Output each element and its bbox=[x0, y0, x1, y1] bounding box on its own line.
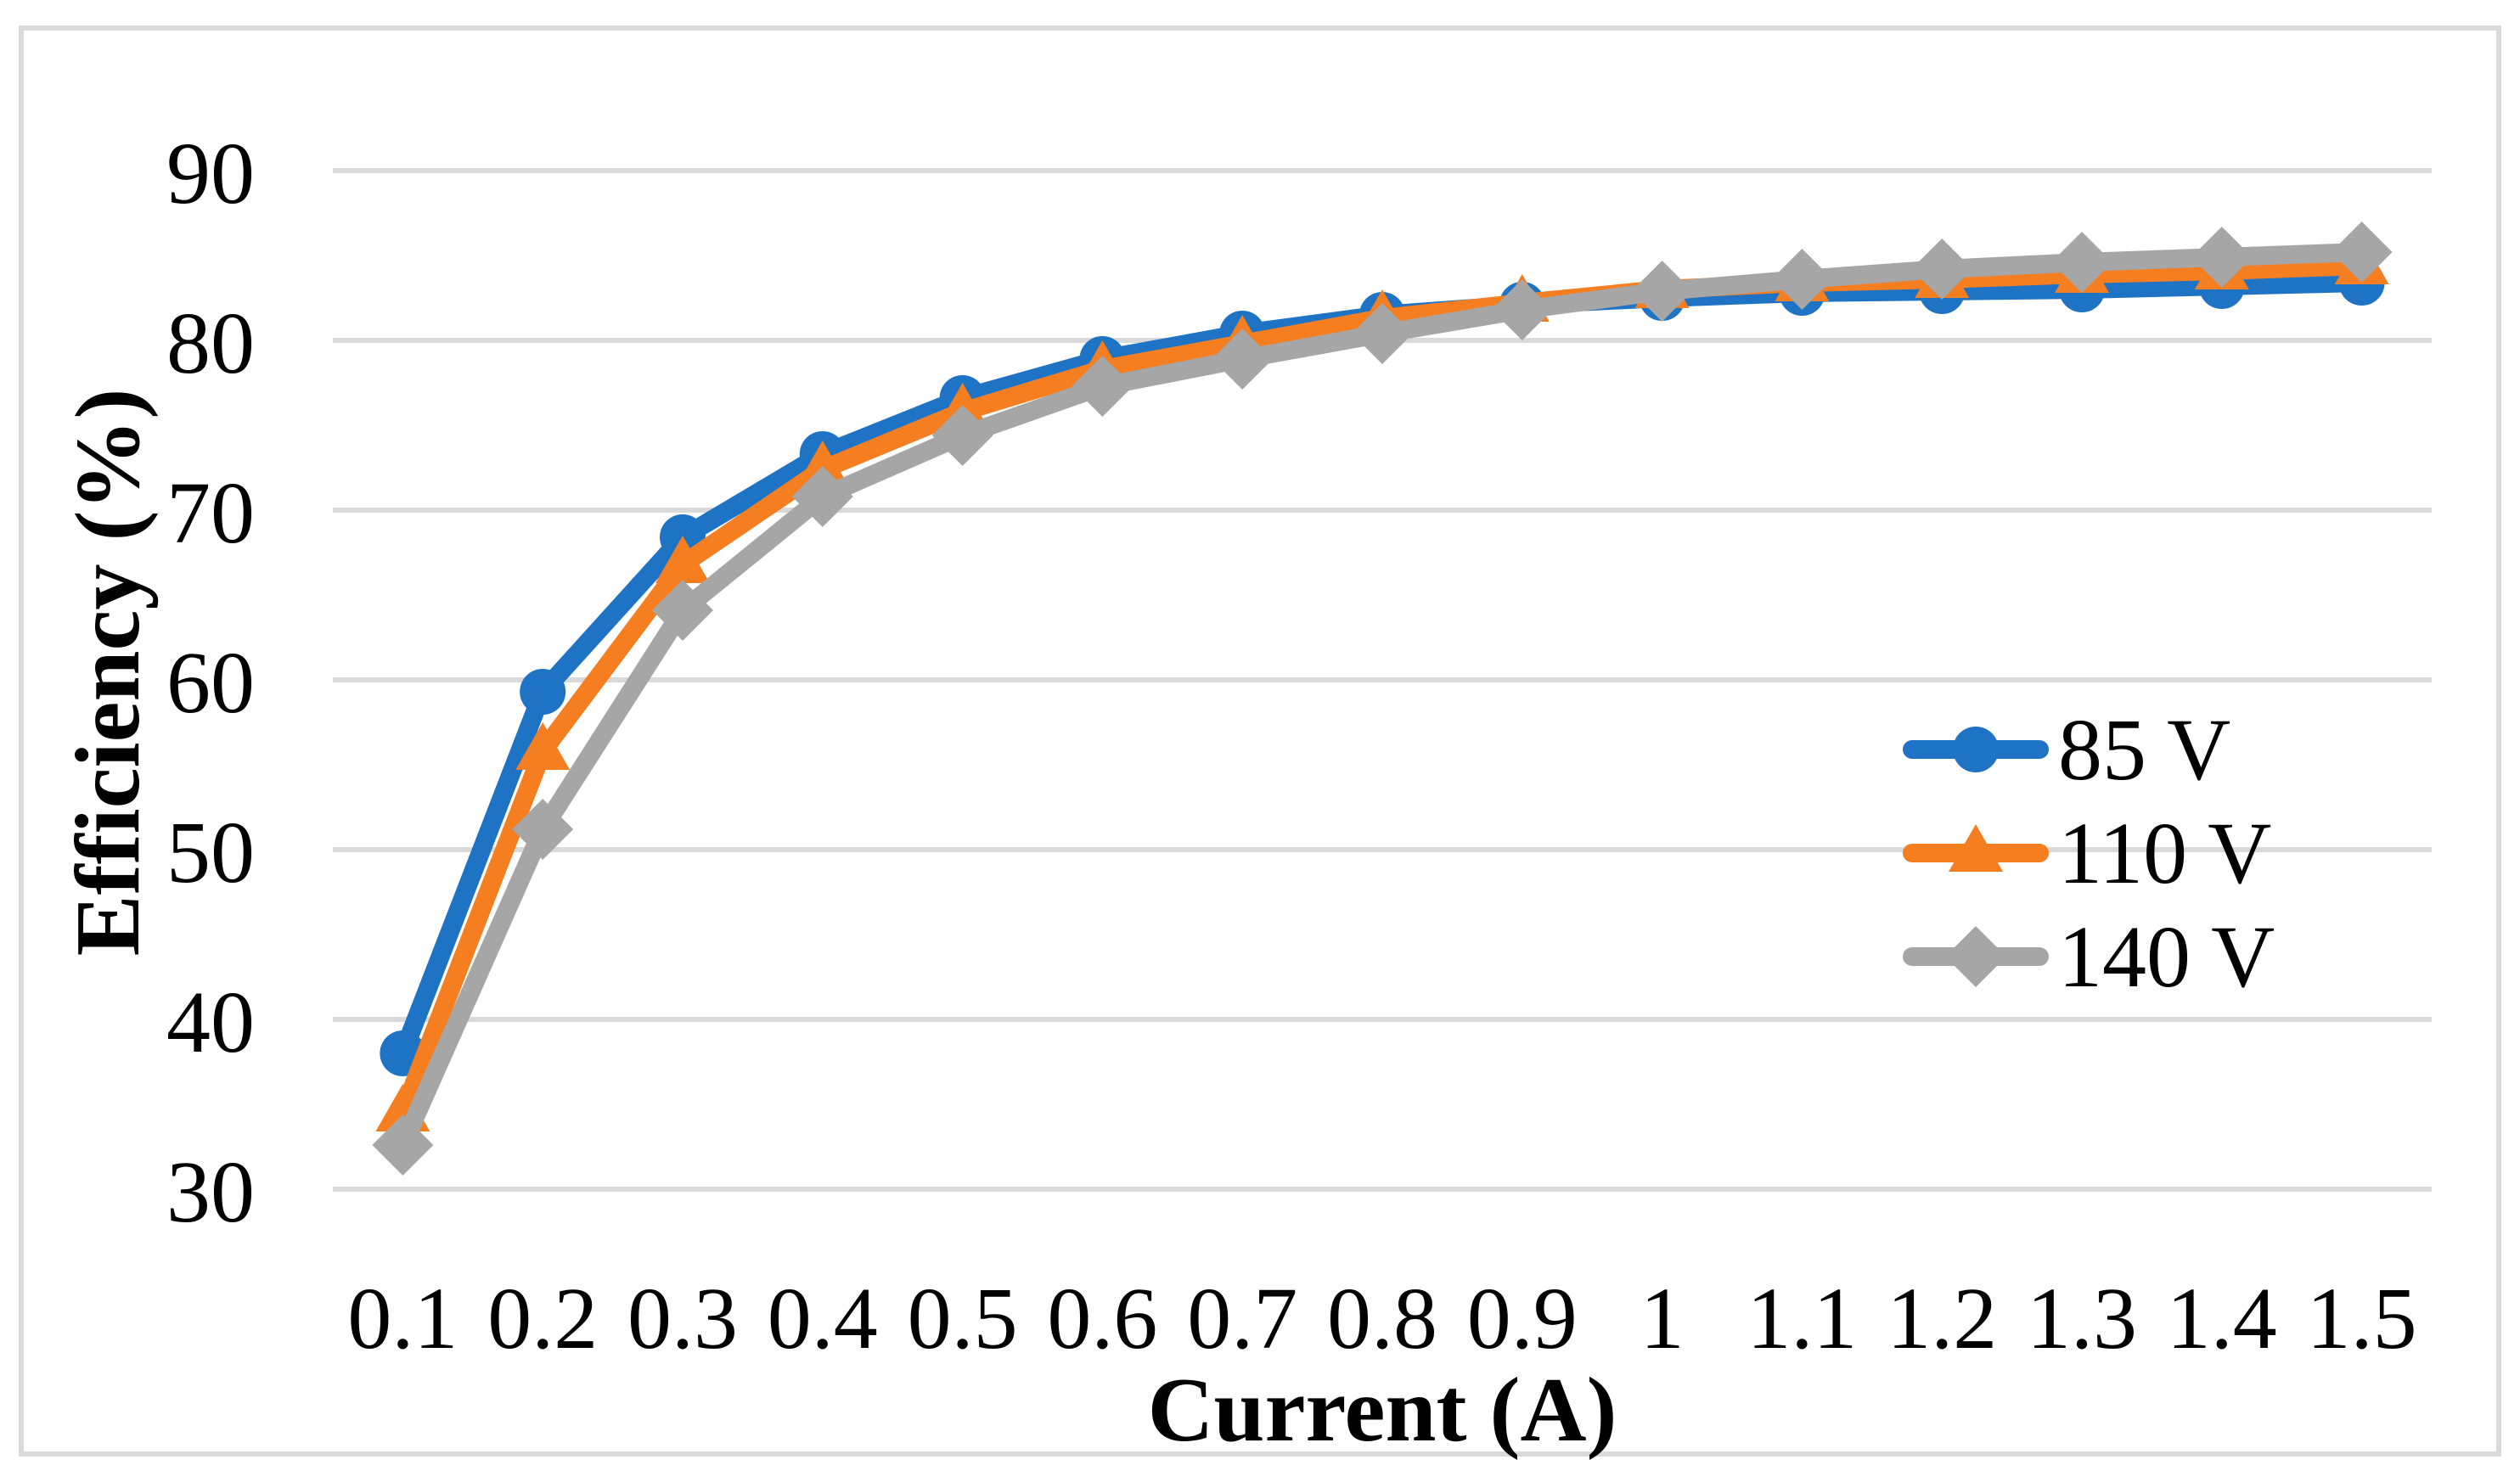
series-marker-140-v bbox=[1352, 303, 1413, 364]
x-tick-label-0.3: 0.3 bbox=[627, 1270, 738, 1367]
series-marker-140-v bbox=[1072, 356, 1133, 417]
series-marker-140-v bbox=[791, 466, 853, 527]
x-tick-label-0.9: 0.9 bbox=[1467, 1270, 1578, 1367]
series-marker-140-v bbox=[2051, 232, 2112, 293]
series-marker-85-v bbox=[520, 669, 566, 715]
x-tick-label-1.5: 1.5 bbox=[2307, 1270, 2417, 1367]
x-tick-label-1: 1 bbox=[1640, 1270, 1685, 1367]
series-marker-140-v bbox=[1491, 279, 1553, 340]
x-tick-label-1.1: 1.1 bbox=[1747, 1270, 1857, 1367]
x-tick-label-1.2: 1.2 bbox=[1887, 1270, 1997, 1367]
y-tick-label-60: 60 bbox=[166, 634, 255, 732]
series-marker-140-v bbox=[2331, 222, 2393, 283]
legend-swatch-marker-85-v bbox=[1953, 727, 1999, 772]
y-tick-label-40: 40 bbox=[166, 974, 255, 1071]
series-marker-110-v bbox=[795, 441, 850, 488]
series-marker-140-v bbox=[2191, 227, 2253, 288]
series-marker-140-v bbox=[1631, 261, 1693, 322]
series-marker-140-v bbox=[512, 799, 574, 860]
series-marker-110-v bbox=[655, 536, 710, 583]
x-tick-label-0.6: 0.6 bbox=[1047, 1270, 1157, 1367]
series-marker-140-v bbox=[372, 1114, 434, 1176]
legend-swatch-marker-110-v bbox=[1949, 824, 2003, 872]
series-marker-140-v bbox=[931, 405, 993, 466]
x-tick-label-0.4: 0.4 bbox=[768, 1270, 878, 1367]
legend-label-series-2: 110 V bbox=[2058, 805, 2272, 902]
legend-label-series-3: 140 V bbox=[2058, 908, 2275, 1006]
series-marker-140-v bbox=[1911, 239, 1973, 300]
x-tick-label-0.7: 0.7 bbox=[1187, 1270, 1297, 1367]
series-marker-140-v bbox=[1771, 249, 1833, 310]
series-marker-140-v bbox=[1212, 328, 1274, 390]
y-axis-title: Efficiency (%) bbox=[58, 388, 159, 957]
legend-swatch-marker-140-v bbox=[1945, 926, 2006, 987]
legend-label-series-1: 85 V bbox=[2058, 701, 2231, 799]
y-tick-label-70: 70 bbox=[166, 464, 255, 562]
x-tick-label-1.4: 1.4 bbox=[2167, 1270, 2277, 1367]
series-line-140-v bbox=[393, 243, 2371, 1154]
y-tick-label-80: 80 bbox=[166, 295, 255, 392]
series-marker-110-v bbox=[515, 722, 571, 770]
x-tick-label-0.5: 0.5 bbox=[908, 1270, 1018, 1367]
x-tick-label-0.8: 0.8 bbox=[1327, 1270, 1437, 1367]
x-tick-label-0.2: 0.2 bbox=[487, 1270, 598, 1367]
y-tick-label-50: 50 bbox=[166, 804, 255, 901]
y-tick-label-90: 90 bbox=[166, 125, 255, 222]
y-tick-label-30: 30 bbox=[166, 1143, 255, 1241]
x-tick-label-1.3: 1.3 bbox=[2027, 1270, 2137, 1367]
x-tick-label-0.1: 0.1 bbox=[347, 1270, 458, 1367]
x-axis-title: Current (A) bbox=[1147, 1360, 1617, 1461]
series-marker-140-v bbox=[652, 580, 713, 641]
